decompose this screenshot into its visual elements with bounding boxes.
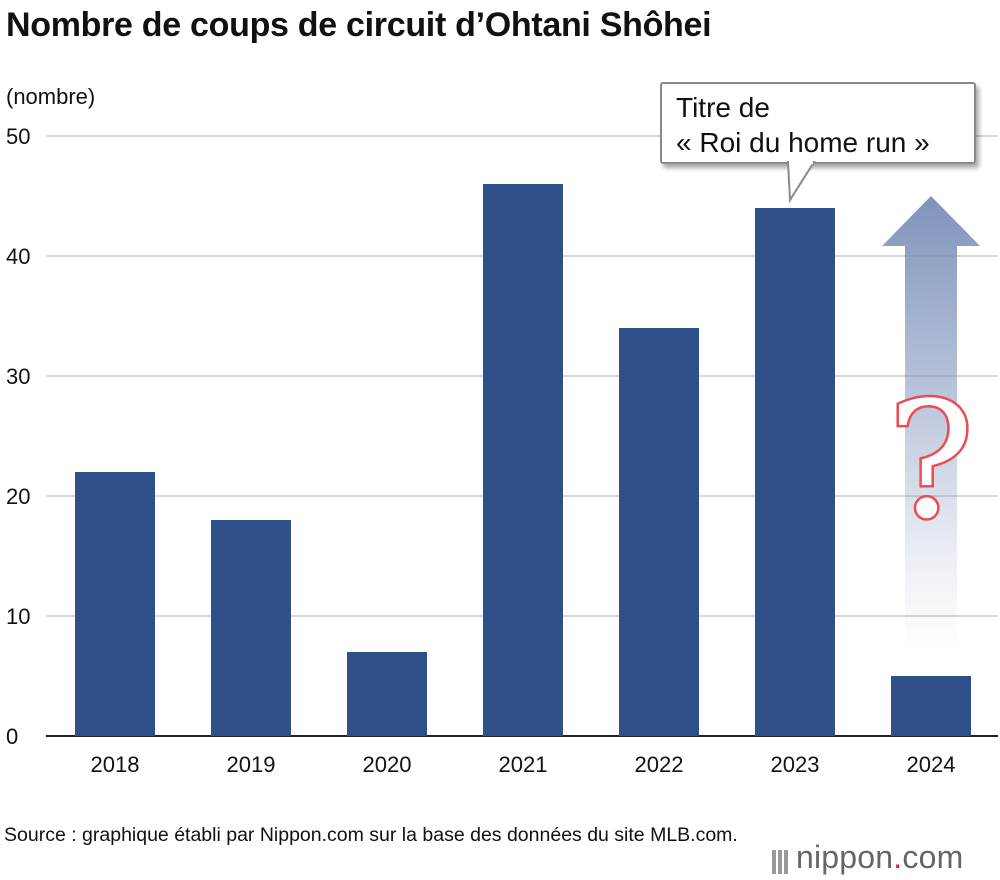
bar-2022 (619, 328, 699, 736)
logo-name: nippon (796, 839, 894, 875)
x-axis-ticks: 2018 2019 2020 2021 2022 2023 2024 (91, 752, 956, 777)
callout-pointer (786, 160, 816, 204)
x-tick-label: 2018 (91, 752, 140, 777)
y-tick-label: 0 (6, 724, 18, 749)
logo-bars-icon (772, 841, 790, 878)
y-tick-label: 40 (6, 244, 30, 269)
x-tick-label: 2024 (907, 752, 956, 777)
bar-chart: 0 10 20 30 40 50 2018 2019 2020 2021 2022 2023 2024… (6, 124, 998, 777)
y-tick-label: 30 (6, 364, 30, 389)
x-tick-label: 2021 (499, 752, 548, 777)
x-tick-label: 2022 (635, 752, 684, 777)
y-tick-label: 20 (6, 484, 30, 509)
y-axis-unit-label: (nombre) (6, 84, 96, 109)
bar-2019 (211, 520, 291, 736)
x-tick-label: 2023 (771, 752, 820, 777)
x-tick-label: 2020 (363, 752, 412, 777)
x-tick-label: 2019 (227, 752, 276, 777)
bar-2024 (891, 676, 971, 736)
callout-line-2: « Roi du home run » (676, 127, 930, 158)
bar-2023 (755, 208, 835, 736)
bars (75, 184, 971, 736)
callout-home-run-king: Titre de « Roi du home run » (660, 82, 976, 164)
y-tick-label: 10 (6, 604, 30, 629)
chart-title: Nombre de coups de circuit d’Ohtani Shôh… (6, 6, 712, 44)
bar-2020 (347, 652, 427, 736)
logo-suffix: com (902, 839, 964, 875)
y-axis-ticks: 0 10 20 30 40 50 (6, 124, 30, 749)
y-tick-label: 50 (6, 124, 30, 149)
question-mark-icon: ? (888, 367, 974, 554)
bar-2018 (75, 472, 155, 736)
upward-arrow-icon (882, 196, 980, 650)
nippon-logo: nippon.com (772, 839, 963, 878)
source-note: Source : graphique établi par Nippon.com… (4, 824, 738, 846)
callout-line-1: Titre de (676, 92, 770, 123)
logo-dot: . (893, 839, 903, 875)
bar-2021 (483, 184, 563, 736)
